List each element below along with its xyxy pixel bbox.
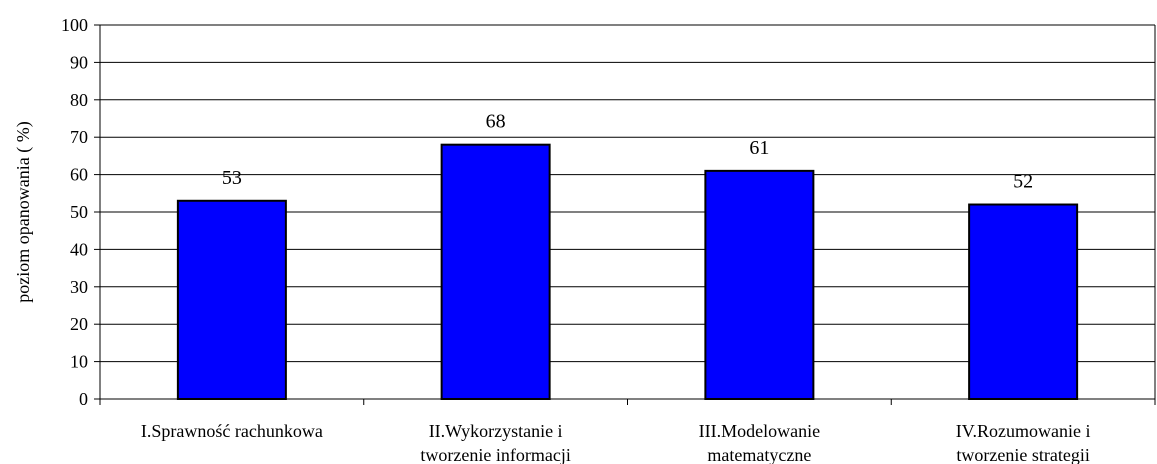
y-tick-label: 100 [61,15,88,35]
bar [968,203,1079,400]
data-label: 53 [222,167,242,189]
x-tick-label: I.Sprawność rachunkowa [141,421,323,441]
data-labels: 53 68 61 52 [222,111,1033,193]
axes [94,24,1156,405]
x-tick-labels: I.Sprawność rachunkowa II.Wykorzystanie i… [141,421,1091,464]
bar [704,169,815,400]
y-axis-label: poziom opanowania ( %) [13,121,34,302]
bar [176,199,287,400]
y-tick-label: 70 [70,127,88,147]
y-tick-label: 30 [70,277,88,297]
x-tick-label: III.Modelowanie matematyczne [699,421,820,464]
x-tick-label: II.Wykorzystanie i tworzenie informacji [420,421,570,464]
bar [440,143,551,400]
data-label: 52 [1013,171,1033,193]
y-tick-label: 80 [70,90,88,110]
x-tick-label: IV.Rozumowanie i tworzenie strategii [956,421,1091,464]
y-tick-label: 60 [70,165,88,185]
data-label: 68 [486,111,506,133]
y-tick-label: 90 [70,52,88,72]
y-tick-label: 10 [70,352,88,372]
y-tick-label: 0 [79,389,88,409]
y-tick-label: 50 [70,202,88,222]
data-label: 61 [749,137,769,159]
y-tick-labels: 0 10 20 30 40 50 60 70 80 90 100 [61,15,88,409]
bars [176,143,1079,400]
y-tick-label: 40 [70,239,88,259]
y-tick-label: 20 [70,314,88,334]
